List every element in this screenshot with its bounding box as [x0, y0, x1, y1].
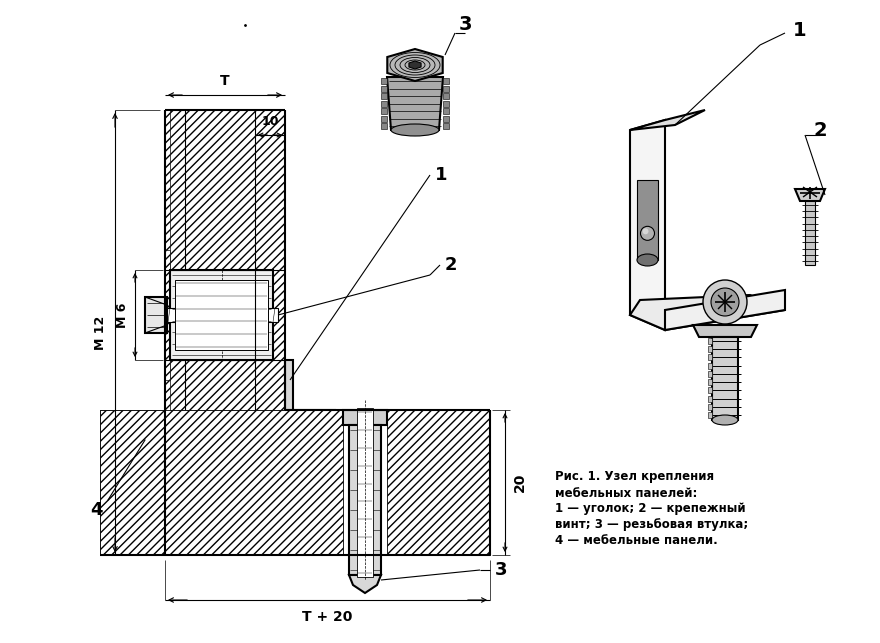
Polygon shape	[381, 93, 387, 99]
Polygon shape	[170, 360, 285, 410]
Polygon shape	[170, 270, 273, 360]
Ellipse shape	[637, 254, 658, 266]
Circle shape	[711, 288, 739, 316]
Polygon shape	[142, 265, 280, 365]
Polygon shape	[637, 180, 658, 260]
Polygon shape	[343, 410, 387, 425]
Polygon shape	[708, 354, 712, 361]
Polygon shape	[805, 201, 815, 265]
Polygon shape	[170, 110, 285, 270]
Polygon shape	[708, 404, 712, 410]
Text: 10: 10	[261, 115, 279, 128]
Polygon shape	[443, 86, 449, 91]
Polygon shape	[708, 412, 712, 418]
Text: M 6: M 6	[116, 302, 129, 328]
Polygon shape	[708, 387, 712, 394]
Polygon shape	[795, 189, 825, 201]
Polygon shape	[285, 360, 293, 418]
Text: 3: 3	[458, 15, 472, 35]
Polygon shape	[409, 61, 421, 69]
Text: 4 — мебельные панели.: 4 — мебельные панели.	[555, 534, 718, 547]
Polygon shape	[693, 325, 757, 337]
Polygon shape	[387, 49, 443, 81]
Circle shape	[642, 228, 649, 234]
Text: винт; 3 — резьбовая втулка;: винт; 3 — резьбовая втулка;	[555, 518, 748, 531]
Text: 1: 1	[793, 21, 807, 39]
Polygon shape	[340, 405, 390, 595]
Polygon shape	[357, 408, 373, 577]
Polygon shape	[349, 425, 381, 575]
Text: 1: 1	[435, 166, 448, 184]
Polygon shape	[665, 290, 785, 330]
Ellipse shape	[391, 124, 439, 136]
Polygon shape	[381, 100, 387, 107]
Text: Рис. 1. Узел крепления: Рис. 1. Узел крепления	[555, 470, 715, 483]
Polygon shape	[387, 77, 443, 130]
Polygon shape	[708, 346, 712, 352]
Polygon shape	[443, 100, 449, 107]
Ellipse shape	[712, 415, 738, 425]
Text: мебельных панелей:: мебельных панелей:	[555, 487, 697, 500]
Polygon shape	[349, 575, 381, 593]
Polygon shape	[630, 110, 705, 130]
Text: 2: 2	[445, 256, 458, 274]
Polygon shape	[708, 395, 712, 402]
Polygon shape	[165, 250, 170, 380]
Text: T: T	[220, 74, 230, 88]
Polygon shape	[381, 86, 387, 91]
Text: T + 20: T + 20	[303, 610, 353, 624]
Polygon shape	[443, 93, 449, 99]
Text: 2: 2	[813, 120, 827, 140]
Polygon shape	[381, 116, 387, 122]
Polygon shape	[381, 123, 387, 129]
Polygon shape	[387, 410, 490, 555]
Polygon shape	[443, 108, 449, 114]
Text: 20: 20	[513, 473, 527, 492]
Polygon shape	[708, 379, 712, 385]
Polygon shape	[443, 116, 449, 122]
Polygon shape	[175, 280, 268, 350]
Polygon shape	[443, 78, 449, 84]
Polygon shape	[630, 120, 665, 330]
Polygon shape	[708, 363, 712, 368]
Polygon shape	[273, 270, 285, 360]
Polygon shape	[381, 108, 387, 114]
Text: 3: 3	[495, 561, 508, 579]
Polygon shape	[443, 123, 449, 129]
Polygon shape	[100, 110, 490, 555]
Polygon shape	[285, 410, 335, 418]
Polygon shape	[145, 297, 167, 333]
Polygon shape	[630, 295, 785, 330]
Polygon shape	[708, 371, 712, 377]
Text: 4: 4	[91, 501, 103, 519]
Polygon shape	[712, 337, 738, 420]
Polygon shape	[708, 338, 712, 344]
Polygon shape	[100, 410, 343, 555]
Circle shape	[641, 226, 655, 240]
Polygon shape	[167, 308, 278, 322]
Polygon shape	[381, 78, 387, 84]
Text: 1 — уголок; 2 — крепежный: 1 — уголок; 2 — крепежный	[555, 502, 745, 515]
Circle shape	[703, 280, 747, 324]
Text: M 12: M 12	[94, 315, 107, 350]
